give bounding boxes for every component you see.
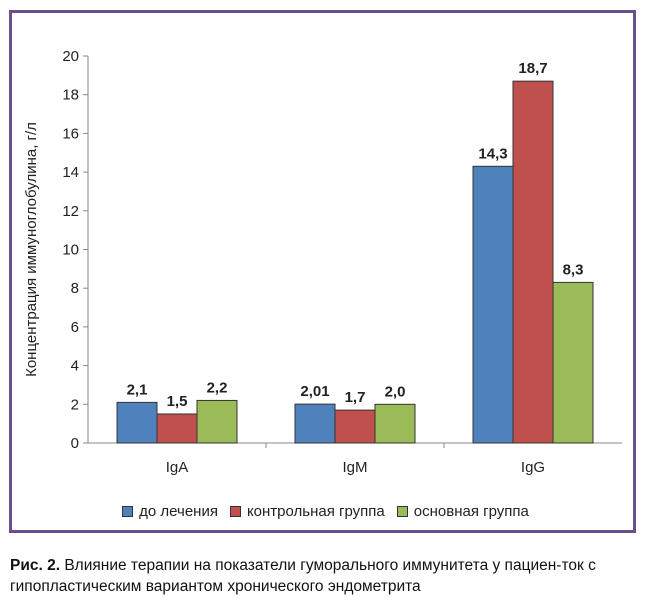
legend-label: до лечения [139, 503, 218, 520]
data-label: 14,3 [478, 145, 507, 162]
legend-swatch [122, 506, 134, 517]
y-tick-label: 12 [62, 203, 79, 220]
y-tick-label: 10 [62, 242, 79, 259]
y-tick-label: 16 [62, 125, 79, 142]
data-label: 1,7 [345, 389, 366, 406]
bar-igm-2 [374, 403, 416, 444]
data-label: 2,1 [127, 381, 148, 398]
bar-igm-1 [334, 409, 376, 444]
y-tick-label: 2 [71, 396, 79, 413]
bar-iga-1 [156, 413, 198, 444]
caption-text: Влияние терапии на показатели гуморально… [10, 557, 596, 595]
data-label: 2,2 [207, 379, 228, 396]
bar-igm-0 [294, 403, 336, 444]
legend-item: основная группа [396, 503, 529, 520]
y-tick-label: 18 [62, 87, 79, 104]
bar-igg-1 [512, 80, 554, 444]
bar-igg-0 [472, 165, 514, 444]
legend-label: контрольная группа [246, 503, 385, 520]
legend-swatch [396, 506, 408, 517]
bar-iga-2 [196, 399, 238, 444]
data-label: 1,5 [167, 393, 188, 410]
legend-swatch [229, 506, 241, 517]
category-label-igg: IgG [521, 459, 545, 476]
y-tick-label: 6 [71, 319, 79, 336]
y-tick-label: 20 [62, 48, 79, 65]
y-tick-label: 8 [71, 280, 79, 297]
category-label-igm: IgM [342, 459, 367, 476]
y-tick-label: 14 [62, 164, 79, 181]
data-label: 2,0 [385, 383, 406, 400]
data-label: 18,7 [518, 60, 547, 77]
bar-iga-0 [116, 401, 158, 444]
figure-label: Рис. 2. [10, 557, 61, 574]
data-label: 8,3 [563, 261, 584, 278]
legend: до лечения контрольная группа основная гру… [12, 503, 639, 521]
y-tick-label: 0 [71, 435, 79, 452]
legend-item: контрольная группа [229, 503, 385, 520]
data-label: 2,01 [300, 383, 329, 400]
legend-label: основная группа [413, 503, 529, 520]
bar-igg-2 [552, 281, 594, 444]
y-tick-label: 4 [71, 358, 79, 375]
category-label-iga: IgA [166, 459, 189, 476]
y-axis-title: Концентрация иммуноглобулина, г/л [23, 122, 40, 377]
bar-chart: 0 2 4 6 8 10 12 14 16 18 20 Концентрация иммуноглоб… [23, 48, 622, 476]
chart-frame: 0 2 4 6 8 10 12 14 16 18 20 Концентрация иммуноглоб… [9, 10, 636, 533]
figure-caption: Рис. 2. Влияние терапии на показатели гу… [10, 555, 640, 597]
legend-item: до лечения [122, 503, 218, 520]
